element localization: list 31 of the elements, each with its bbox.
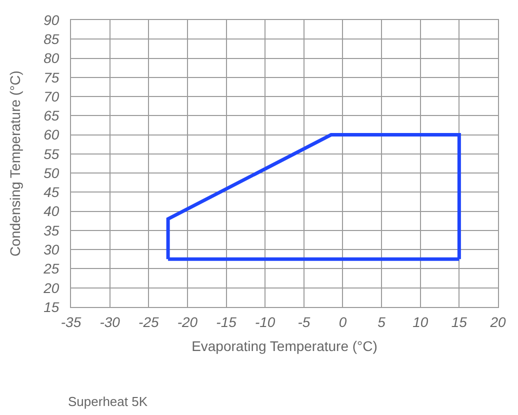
x-tick-label: 10 [412,314,428,330]
y-tick-label: 85 [44,31,60,48]
x-tick-label: -10 [254,314,276,330]
y-tick-label: 15 [44,298,60,315]
x-tick-label: -5 [298,314,310,330]
y-tick-label: 60 [44,126,60,143]
x-tick-label: -25 [138,314,159,330]
x-tick-label: -35 [60,314,82,330]
y-tick-label: 80 [44,50,60,66]
y-tick-label: 25 [42,260,60,277]
y-axis-title: Condensing Temperature (°C) [7,70,24,256]
y-tick-label: 75 [44,69,60,86]
x-tick-label: 15 [451,314,468,330]
y-tick-label: 35 [44,222,60,238]
x-tick-label: 20 [489,314,506,330]
y-tick-label: 30 [44,242,60,258]
y-tick-label: 45 [44,184,60,200]
x-tick-label: -15 [216,314,237,330]
text: Superheat 5K [68,394,148,409]
y-tick-label: 90 [44,12,60,28]
y-tick-label: 50 [44,164,60,181]
y-tick-label: 40 [44,203,60,220]
y-tick-label: 65 [44,108,60,124]
x-tick-label: 5 [378,314,386,330]
y-tick-label: 70 [44,88,60,104]
x-tick-label: -20 [177,314,198,330]
x-tick-label: 0 [338,314,347,330]
y-tick-label: 55 [44,146,60,162]
x-tick-label: -30 [100,314,120,330]
y-tick-label: 20 [42,280,60,296]
x-axis-title: Evaporating Temperature (°C) [192,338,378,354]
